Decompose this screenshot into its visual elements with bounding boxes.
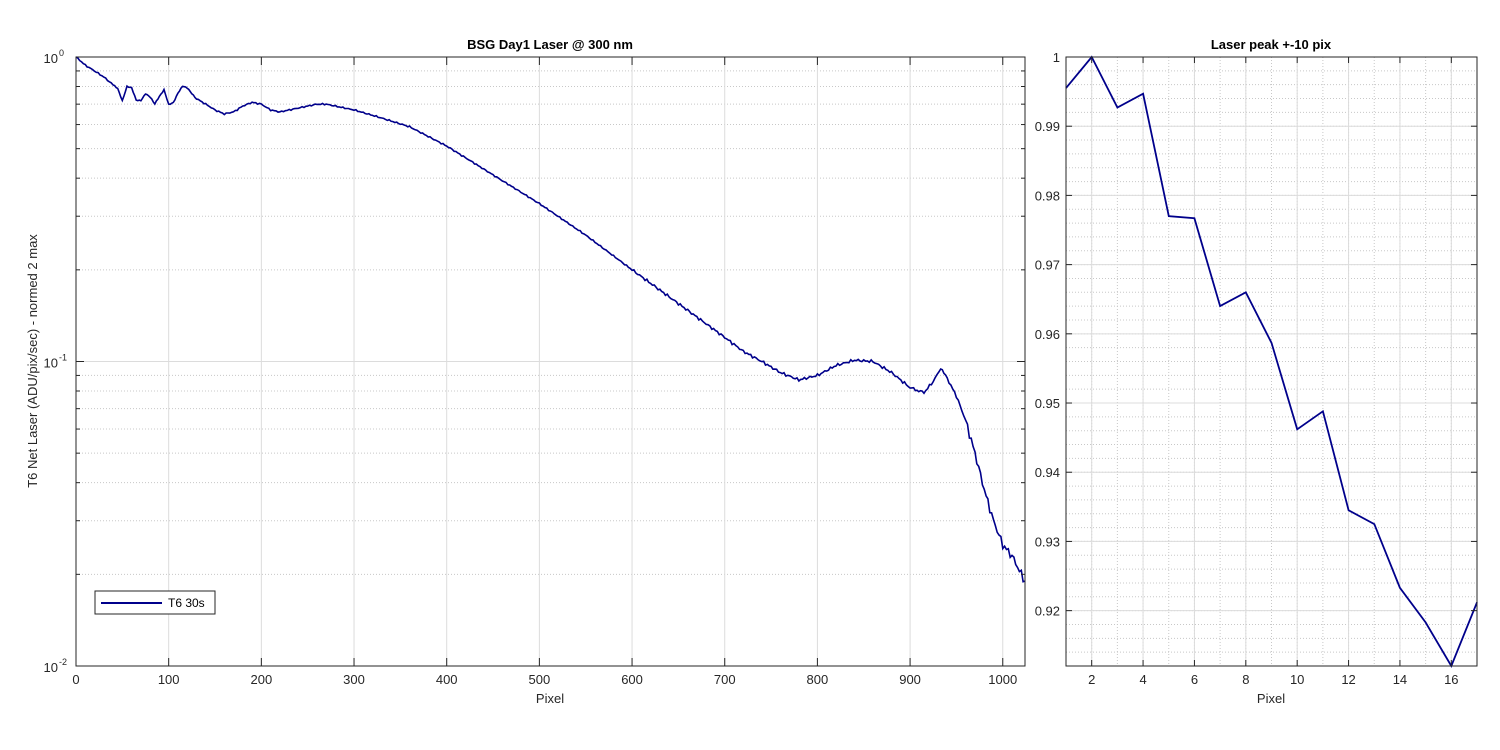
left-x-tick-label: 900 bbox=[899, 672, 921, 687]
right-x-tick-label: 16 bbox=[1444, 672, 1458, 687]
left-y-tick-label-exponent: -2 bbox=[59, 657, 67, 667]
right-x-tick-label: 6 bbox=[1191, 672, 1198, 687]
right-y-tick-label: 0.99 bbox=[1035, 119, 1060, 134]
left-grid bbox=[75, 56, 1025, 667]
left-ticks: 0 100 200 300 400 500 600 700 800 900 100010-210-1… bbox=[44, 48, 1025, 687]
right-chart-title: Laser peak +-10 pix bbox=[1211, 37, 1332, 52]
left-y-tick-label-exponent: 0 bbox=[59, 48, 64, 58]
right-y-tick-label: 0.98 bbox=[1035, 188, 1060, 203]
series-line-t6-30s bbox=[75, 56, 1026, 583]
right-x-axis-label: Pixel bbox=[1257, 691, 1285, 706]
legend: T6 30s bbox=[94, 590, 216, 615]
left-x-tick-label: 500 bbox=[529, 672, 551, 687]
right-x-tick-label: 2 bbox=[1088, 672, 1095, 687]
left-x-axis-label: Pixel bbox=[536, 691, 564, 706]
left-x-tick-label: 200 bbox=[251, 672, 273, 687]
left-y-tick-label: 10 bbox=[44, 660, 58, 675]
right-series-line bbox=[1065, 55, 1478, 669]
right-y-tick-label: 0.92 bbox=[1035, 604, 1060, 619]
left-x-tick-label: 400 bbox=[436, 672, 458, 687]
left-chart-title: BSG Day1 Laser @ 300 nm bbox=[467, 37, 633, 52]
left-y-axis-label: T6 Net Laser (ADU/pix/sec) - normed 2 ma… bbox=[25, 234, 40, 488]
right-grid bbox=[1065, 56, 1478, 667]
left-x-tick-label: 0 bbox=[72, 672, 79, 687]
right-y-tick-label: 0.96 bbox=[1035, 327, 1060, 342]
right-plot-frame bbox=[1065, 56, 1478, 667]
laser-peak-series-line bbox=[1065, 55, 1478, 669]
right-x-tick-label: 4 bbox=[1139, 672, 1146, 687]
legend-entry-label: T6 30s bbox=[168, 596, 205, 610]
left-y-tick-label: 10 bbox=[44, 356, 58, 371]
left-x-tick-label: 600 bbox=[621, 672, 643, 687]
left-y-tick-label: 10 bbox=[44, 51, 58, 66]
right-x-tick-label: 12 bbox=[1341, 672, 1355, 687]
left-series-line bbox=[75, 56, 1026, 583]
left-x-tick-label: 1000 bbox=[988, 672, 1017, 687]
left-y-tick-label-exponent: -1 bbox=[59, 353, 67, 363]
right-x-tick-label: 8 bbox=[1242, 672, 1249, 687]
right-y-tick-label: 0.93 bbox=[1035, 534, 1060, 549]
right-y-tick-label: 0.97 bbox=[1035, 258, 1060, 273]
right-y-tick-label: 0.95 bbox=[1035, 396, 1060, 411]
left-x-tick-label: 800 bbox=[807, 672, 829, 687]
right-y-tick-label: 1 bbox=[1053, 50, 1060, 65]
right-x-tick-label: 14 bbox=[1393, 672, 1407, 687]
left-x-tick-label: 100 bbox=[158, 672, 180, 687]
right-x-tick-label: 10 bbox=[1290, 672, 1304, 687]
left-x-tick-label: 300 bbox=[343, 672, 365, 687]
right-y-tick-label: 0.94 bbox=[1035, 465, 1060, 480]
left-x-tick-label: 700 bbox=[714, 672, 736, 687]
left-axes: 0 100 200 300 400 500 600 700 800 900 100010-210-1… bbox=[25, 37, 1026, 706]
